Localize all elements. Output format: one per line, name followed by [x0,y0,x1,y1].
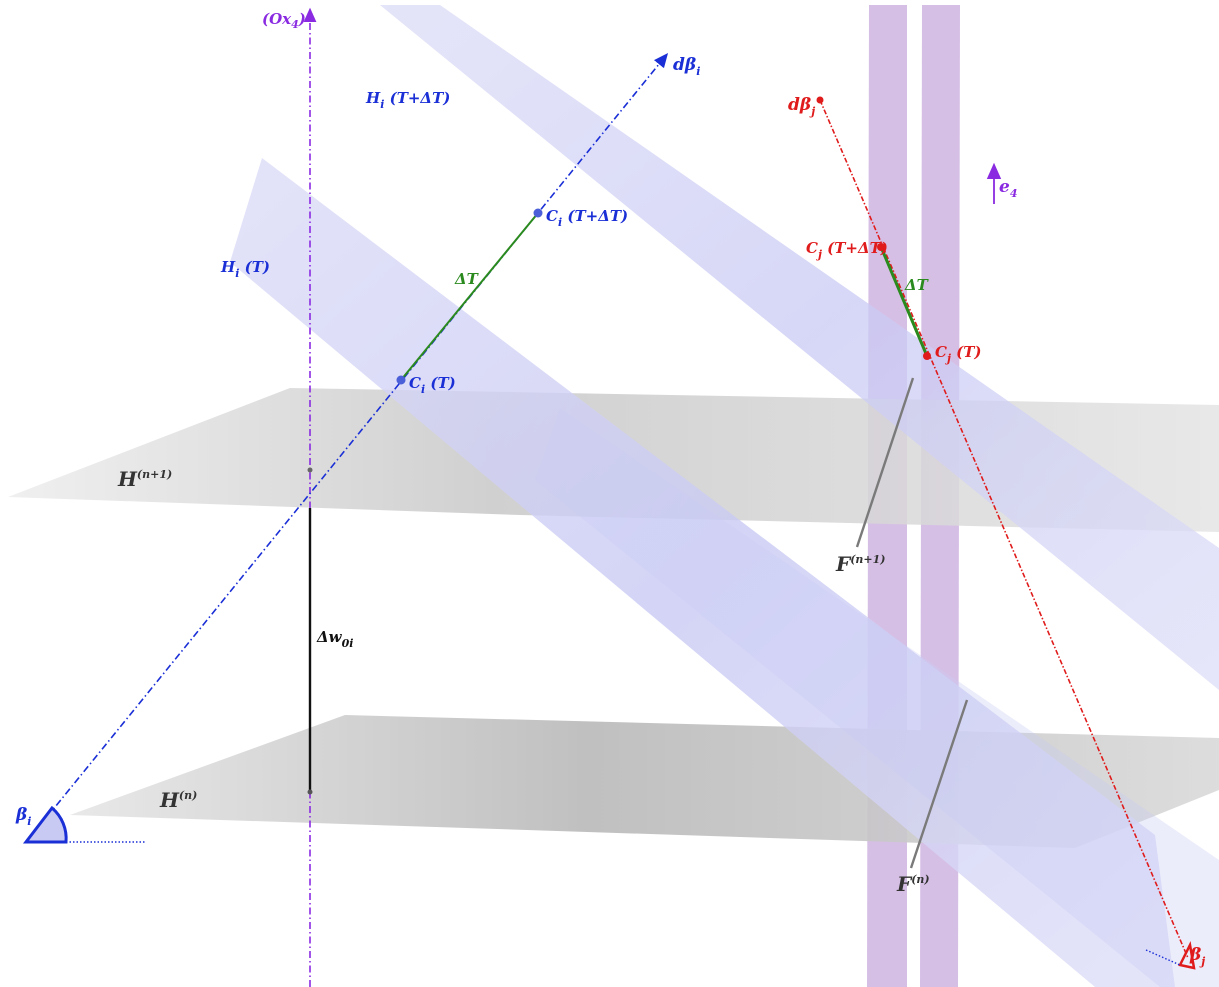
label-f-n: F(n) [896,872,930,896]
label-beta-j: βj [1189,945,1205,968]
band-h-i-t [230,158,1175,987]
label-e4: e4 [999,177,1017,200]
label-h-i-t: Hi (T) [220,258,270,280]
delta-t-i-segment [400,212,539,381]
delta-w-end-bottom [307,789,313,795]
label-f-n1: F(n+1) [835,552,885,576]
label-h-n1: H(n+1) [117,467,172,491]
point-c-j-t [923,352,931,360]
label-ox4: (Ox4) [262,10,306,31]
label-c-i-t-dt: Ci (T+ΔT) [546,207,628,229]
label-delta-w: Δw0i [316,628,353,650]
blue-bands [230,5,1219,987]
beta-i-angle [22,805,146,844]
label-beta-i: βi [15,805,31,828]
label-h-i-t-dt: Hi (T+ΔT) [365,89,450,111]
band-h-i-t-dt [380,5,1219,690]
point-c-j-t-dt [877,243,885,251]
d-beta-j-tip [816,96,824,104]
label-c-j-t-dt: Cj (T+ΔT) [806,239,888,261]
f-n1-segment [855,377,915,548]
label-c-i-t: Ci (T) [409,374,456,396]
label-delta-t-i: ΔT [454,270,480,288]
band-h-i-t-lower [535,408,1219,987]
label-c-j-t: Cj (T) [935,343,982,365]
beta-j-angle [1145,941,1196,970]
label-d-beta-j: dβj [788,95,815,118]
delta-w-end-top [307,467,313,473]
d-beta-j-line [819,99,1189,959]
f-n-segment [909,699,969,869]
label-d-beta-i: dβi [673,55,700,78]
point-c-i-t-dt [533,208,543,218]
label-h-n: H(n) [159,788,197,812]
delta-t-j-segment [879,246,929,357]
point-c-i-t [396,375,406,385]
d-beta-i-line [37,53,669,829]
label-delta-t-j: ΔT [904,276,930,294]
